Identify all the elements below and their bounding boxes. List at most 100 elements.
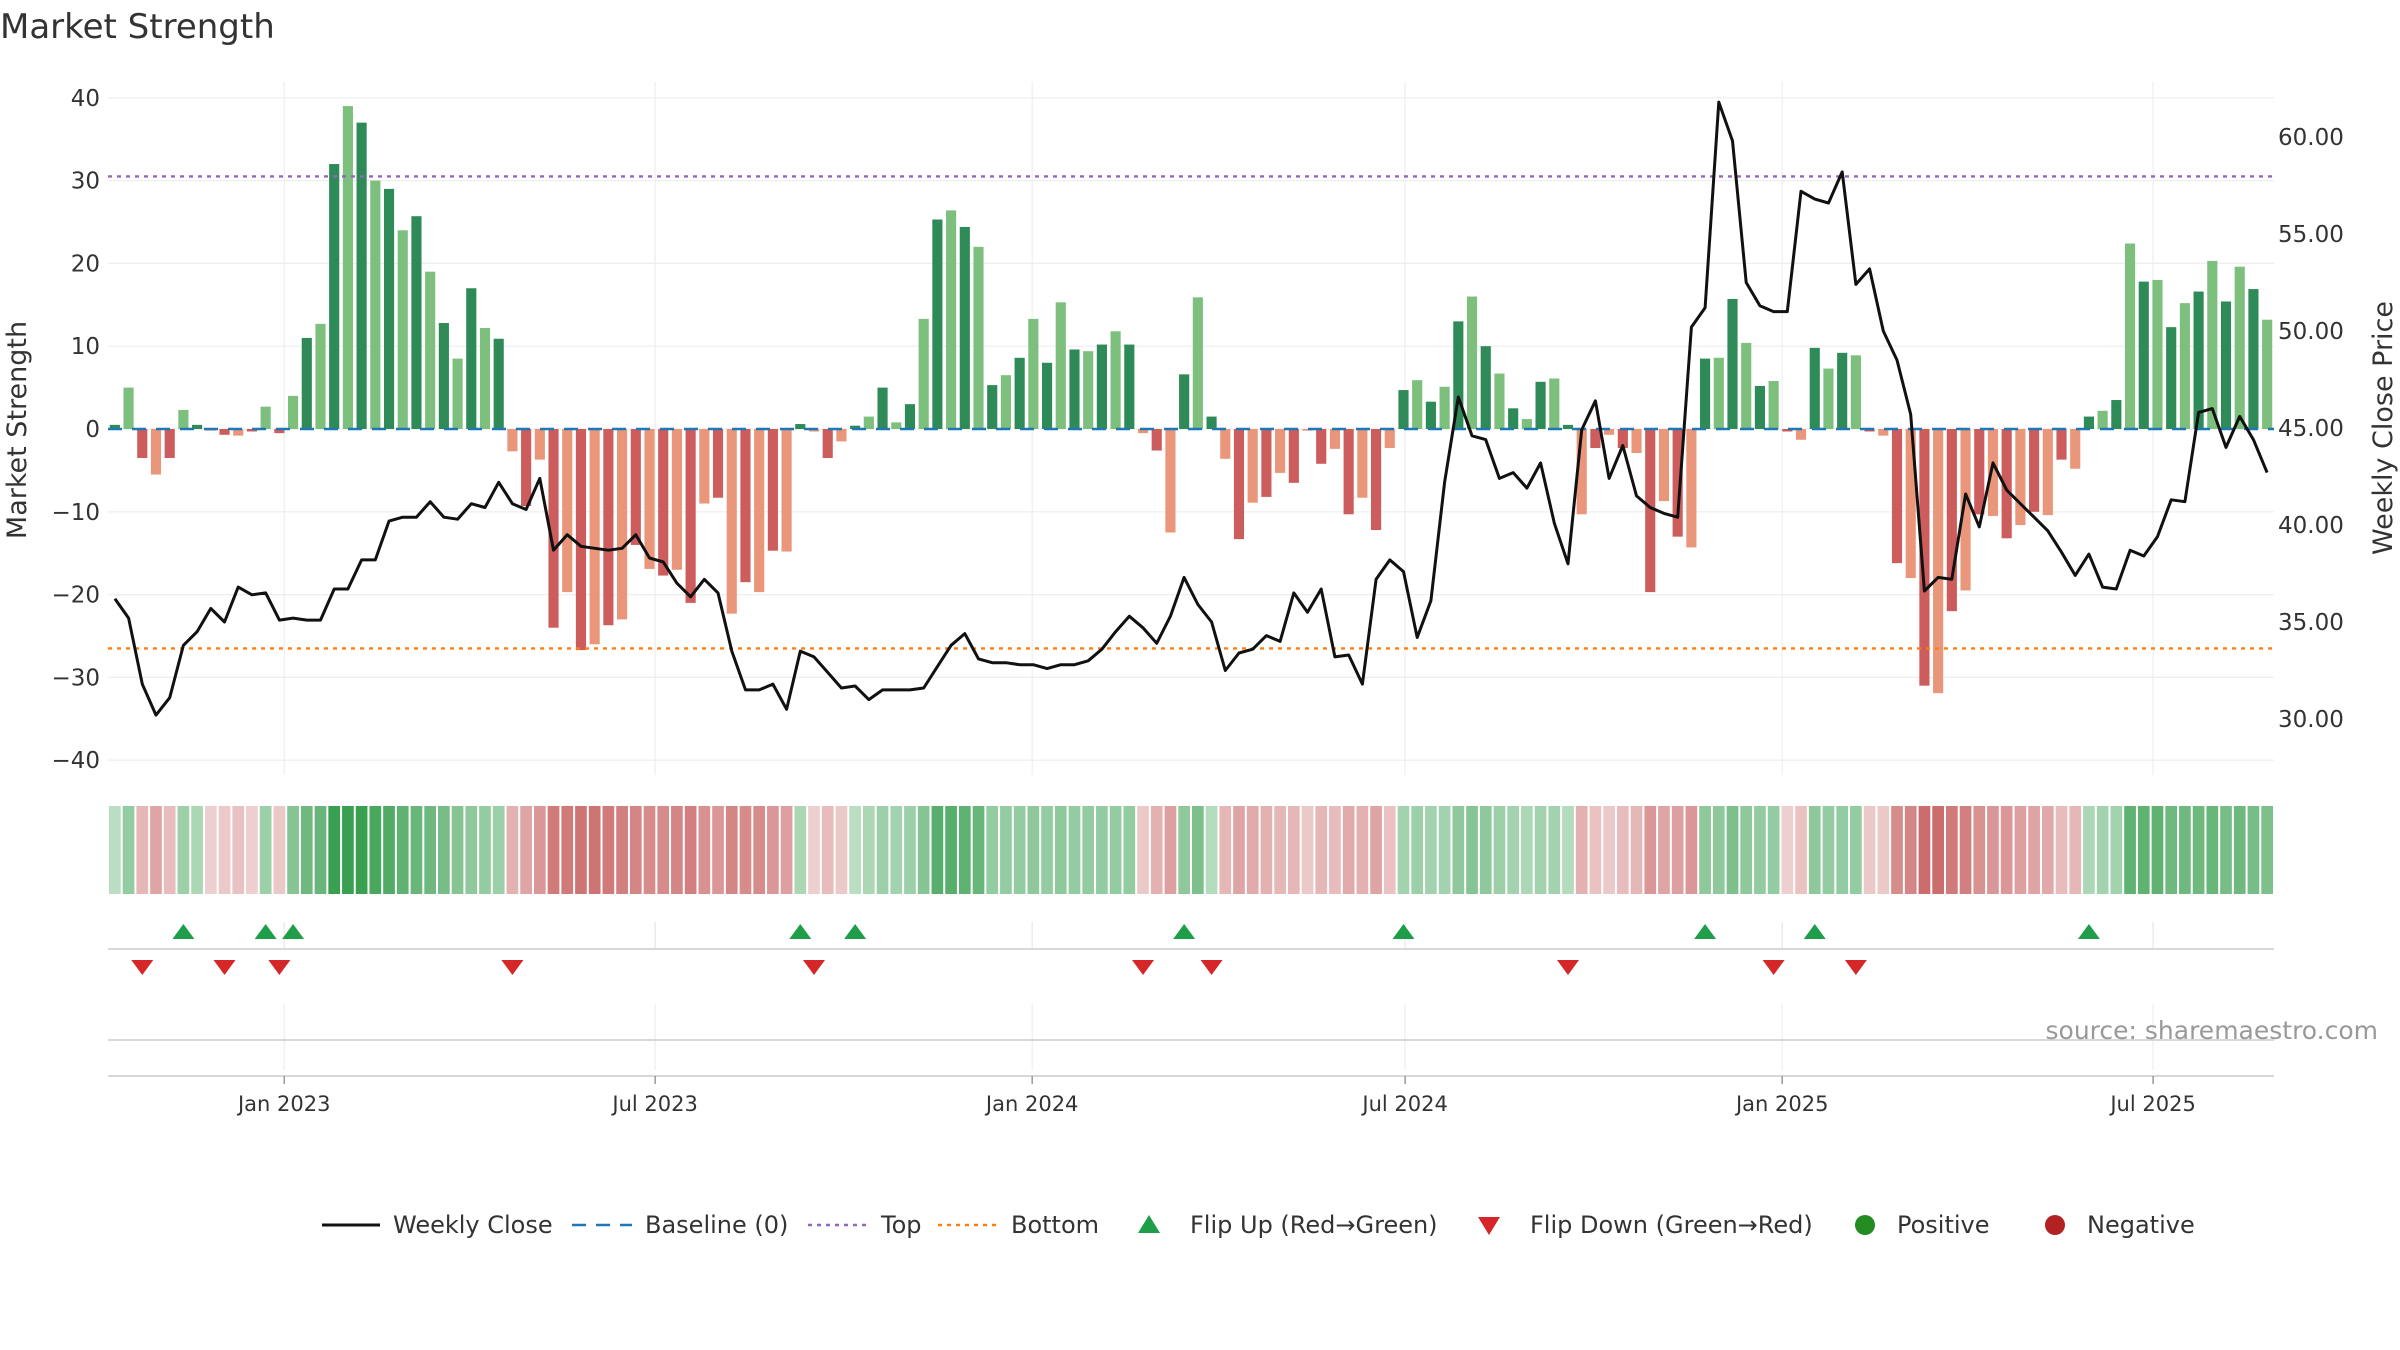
strength-band-cell: [657, 806, 670, 894]
strength-band-cell: [1850, 806, 1862, 894]
strength-band-cell: [1013, 806, 1026, 894]
legend: Weekly Close Baseline (0) Top Bottom Flip Up…: [322, 1211, 2195, 1239]
strength-band-cell: [1315, 806, 1328, 894]
strength-bar: [233, 429, 244, 436]
strength-band-cell: [1685, 806, 1698, 894]
strength-bar: [877, 387, 888, 429]
flip-down-marker: [803, 960, 826, 975]
strength-bar: [548, 429, 559, 628]
strength-band-cell: [1082, 806, 1095, 894]
strength-band-cell: [122, 806, 135, 894]
strength-bar: [397, 230, 408, 429]
strength-bar: [891, 422, 902, 429]
strength-band-cell: [1562, 806, 1574, 894]
strength-bar: [918, 318, 929, 429]
strength-band-cell: [1329, 806, 1341, 894]
strength-band-cell: [1863, 806, 1876, 894]
strength-bar: [904, 404, 916, 429]
flip-down-marker: [501, 960, 524, 975]
flip-up-marker: [1173, 924, 1196, 939]
strength-bar: [575, 429, 587, 651]
strength-bar: [1041, 362, 1053, 429]
strength-bar: [1590, 429, 1601, 449]
strength-band-cell: [1425, 806, 1437, 894]
strength-bar: [2029, 429, 2040, 512]
strength-band-cell: [1548, 806, 1561, 894]
legend-label: Baseline (0): [645, 1211, 788, 1239]
strength-band-cell: [712, 806, 724, 894]
strength-band-cell: [1479, 806, 1492, 894]
strength-band-cell: [492, 806, 505, 894]
strength-band-cell: [1932, 806, 1944, 894]
strength-bar: [1672, 429, 1683, 537]
strength-band-cell: [1260, 806, 1273, 894]
strength-band-cell: [2206, 806, 2219, 894]
flip-up-marker: [1694, 924, 1717, 939]
y-tick-label: 40: [71, 86, 100, 112]
strength-band-cell: [177, 806, 190, 894]
strength-band-cell: [1219, 806, 1232, 894]
strength-bar: [137, 429, 148, 458]
strength-band-cell: [2014, 806, 2027, 894]
strength-bar: [1535, 381, 1546, 429]
strength-bar: [781, 429, 792, 552]
strength-band-cell: [602, 806, 615, 894]
y2-axis-label: Weekly Close Price: [2368, 301, 2399, 555]
strength-bar: [1439, 386, 1450, 429]
strength-bar: [1247, 429, 1258, 503]
strength-bar: [1864, 429, 1875, 432]
strength-band-cell: [1891, 806, 1903, 894]
strength-band-cell: [794, 806, 807, 894]
strength-band-cell: [1671, 806, 1684, 894]
y2-tick-label: 30.00: [2278, 707, 2344, 733]
strength-band-cell: [588, 806, 601, 894]
flip-markers-panel: [108, 924, 2274, 1041]
strength-bar: [1809, 347, 1820, 429]
legend-item: Negative: [2045, 1211, 2195, 1239]
strength-band-cell: [342, 806, 354, 894]
strength-band-cell: [2055, 806, 2068, 894]
strength-bar: [1604, 429, 1615, 435]
strength-band-cell: [2261, 806, 2273, 894]
x-tick-label: Jan 2024: [984, 1092, 1079, 1116]
strength-bar: [836, 429, 847, 442]
strength-band-cell: [547, 806, 560, 894]
strength-bar: [1754, 385, 1765, 429]
strength-band-cell: [1397, 806, 1410, 894]
strength-bar: [562, 429, 573, 593]
strength-band-cell: [1644, 806, 1657, 894]
strength-bar: [1850, 355, 1861, 429]
strength-bar: [1316, 429, 1327, 464]
strength-band-cell: [150, 806, 162, 894]
strength-band-cell: [533, 806, 546, 894]
strength-band-cell: [1877, 806, 1890, 894]
strength-band-cell: [1836, 806, 1849, 894]
strength-bar: [1028, 318, 1039, 429]
strength-band-cell: [300, 806, 313, 894]
y-tick-label: −10: [51, 500, 100, 526]
strength-band-cell: [1342, 806, 1355, 894]
y-tick-label: 30: [71, 169, 100, 195]
left-y-axis: 40 30 20 10 0 −10 −20 −30 −40: [51, 86, 100, 774]
y-tick-label: −40: [51, 748, 100, 774]
legend-circle-icon: [1855, 1215, 1875, 1235]
strength-bar: [1000, 375, 1012, 429]
strength-band-cell: [1150, 806, 1163, 894]
strength-band-cell: [821, 806, 834, 894]
strength-bar: [411, 216, 422, 429]
strength-band-cell: [204, 806, 217, 894]
y-axis-label: Market Strength: [2, 321, 33, 539]
strength-band-cell: [410, 806, 423, 894]
chart-title: Market Strength: [0, 7, 275, 47]
strength-band-cell: [1137, 806, 1149, 894]
strength-band-cell: [2233, 806, 2246, 894]
strength-bar: [329, 164, 340, 430]
strength-band-cell: [2083, 806, 2095, 894]
strength-bar: [1658, 429, 1670, 502]
strength-band-cell: [1164, 806, 1177, 894]
strength-band-cell: [890, 806, 903, 894]
legend-label: Positive: [1897, 1211, 1990, 1239]
strength-band-cell: [931, 806, 944, 894]
strength-bar: [301, 337, 312, 429]
strength-bar: [726, 429, 737, 614]
